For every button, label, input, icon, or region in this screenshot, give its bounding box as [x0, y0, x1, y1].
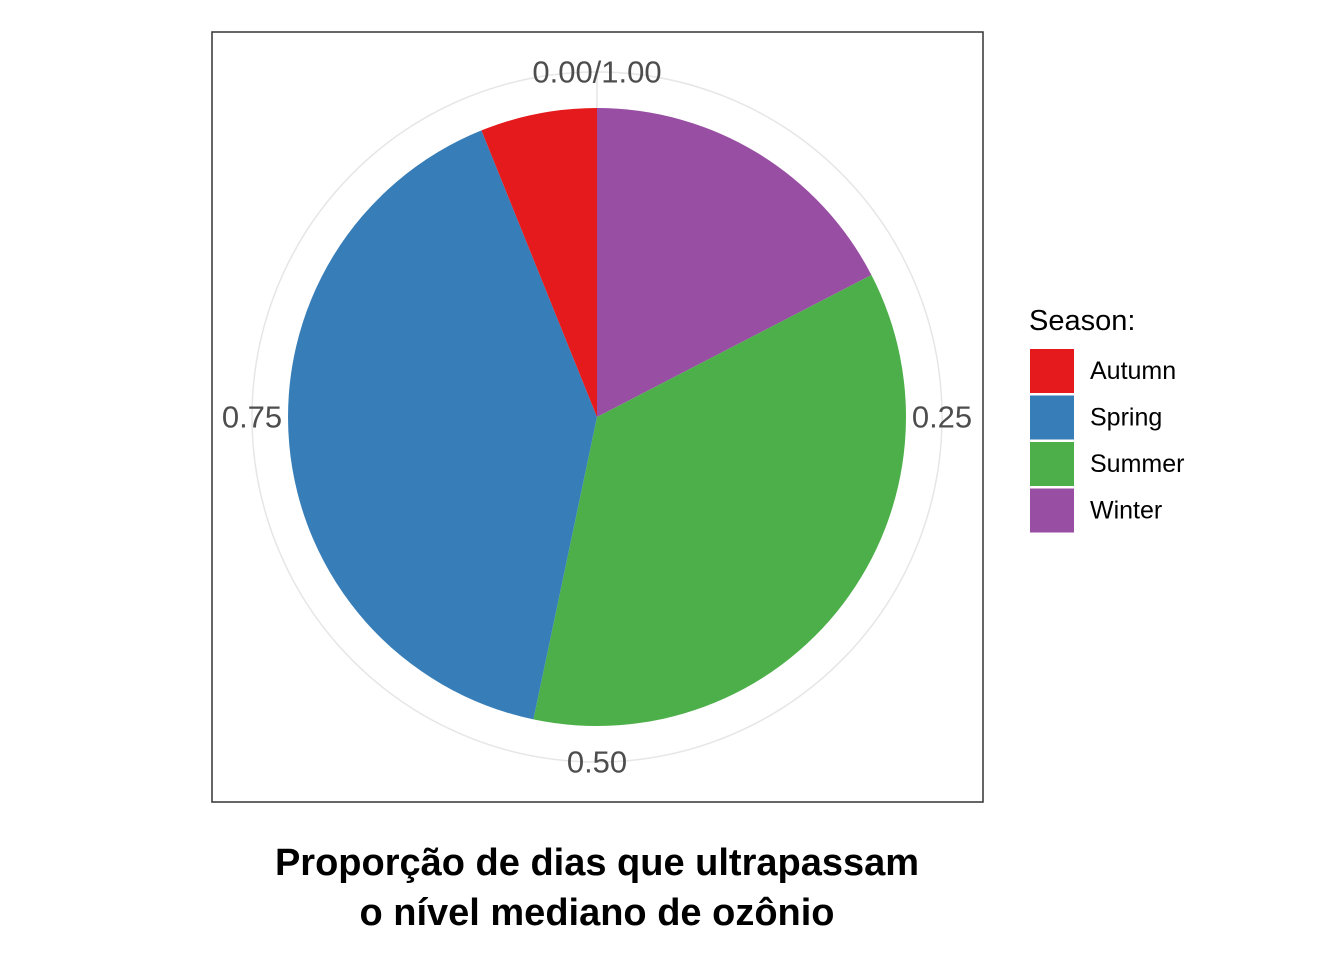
legend-label-spring: Spring [1090, 404, 1162, 432]
pie-slice-summer [533, 274, 906, 726]
legend-title: Season: [1029, 305, 1135, 337]
angle-tick-label-0: 0.00/1.00 [532, 55, 661, 90]
legend-label-summer: Summer [1090, 450, 1184, 478]
pie-slice-autumn [481, 108, 597, 417]
legend: Season: Autumn Spring Summer Winter [1029, 305, 1184, 533]
caption-line-1: Proporção de dias que ultrapassam [274, 842, 920, 884]
legend-key-autumn [1030, 349, 1074, 393]
caption-line-2: o nível mediano de ozônio [359, 892, 835, 934]
legend-label-winter: Winter [1090, 497, 1162, 525]
legend-label-autumn: Autumn [1090, 357, 1176, 385]
legend-key-summer [1030, 442, 1074, 486]
legend-key-winter [1030, 488, 1074, 533]
angle-tick-labels: 0.00/1.00 0.25 0.50 0.75 [222, 55, 972, 780]
legend-key-spring [1030, 395, 1074, 440]
pie-slice-winter [597, 108, 872, 417]
chart-caption: Proporção de dias que ultrapassam o níve… [0, 838, 1194, 938]
pie-slice-spring [288, 130, 597, 720]
angle-tick-label-3: 0.75 [222, 400, 282, 435]
angle-tick-label-2: 0.50 [567, 745, 627, 780]
angle-tick-label-1: 0.25 [912, 400, 972, 435]
pie-slices [288, 108, 906, 726]
panel-border [211, 31, 984, 803]
